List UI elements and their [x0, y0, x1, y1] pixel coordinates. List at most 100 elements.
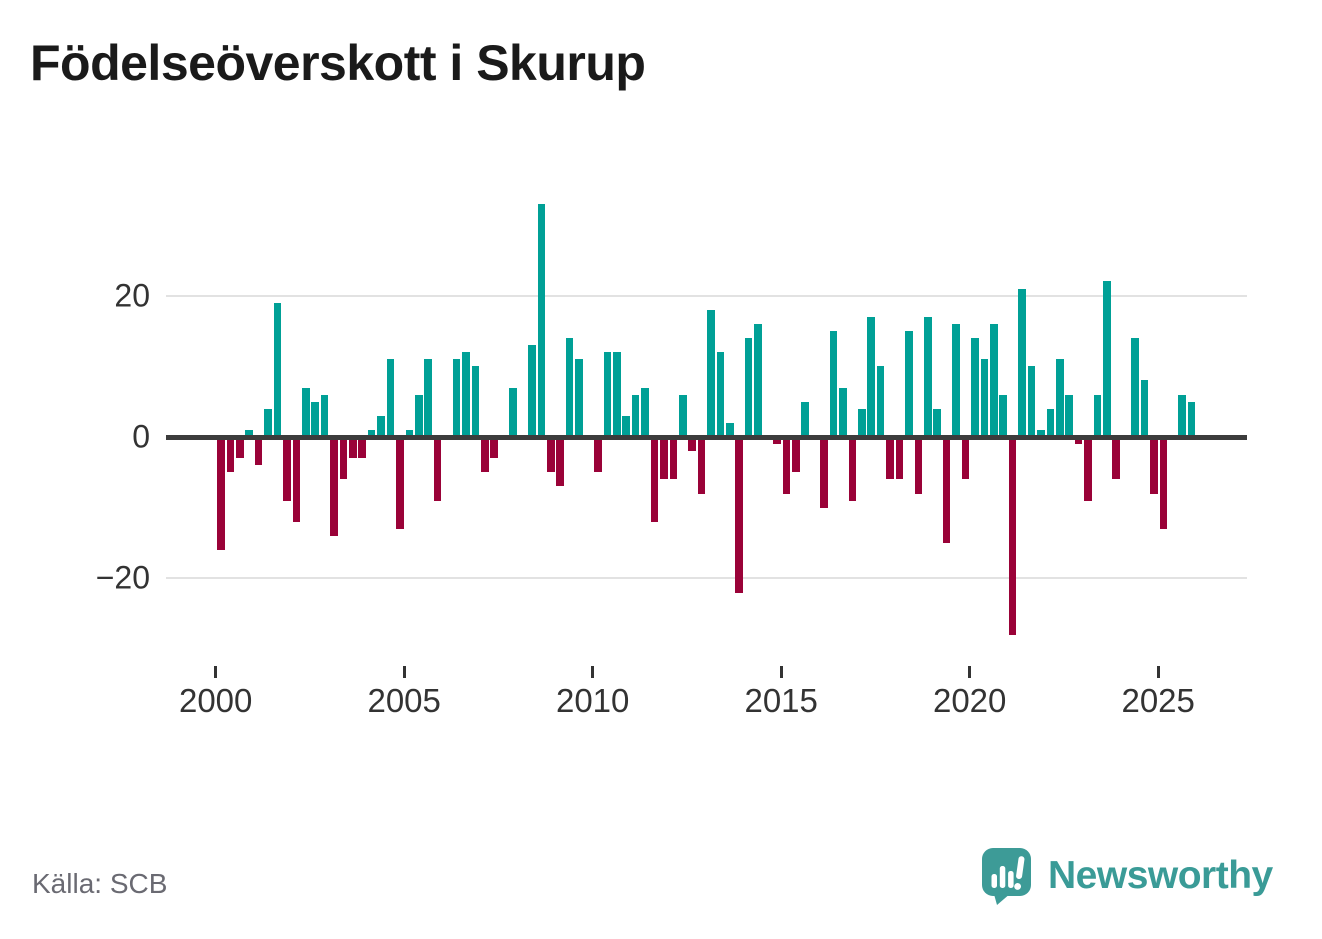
bar-2005-q1	[405, 429, 414, 437]
y-tick-label--20: −20	[95, 559, 150, 596]
bar-2004-q2	[377, 415, 385, 437]
bar-2007-q1	[481, 437, 489, 473]
bar-2001-q4	[283, 437, 291, 501]
bar-2021-q2	[1018, 288, 1026, 437]
bar-2022-q3	[1065, 394, 1073, 437]
chart-title: Födelseöverskott i Skurup	[30, 35, 646, 91]
x-tick-2000	[214, 666, 218, 678]
bar-2010-q3	[612, 352, 621, 437]
x-tick-2025	[1156, 666, 1160, 678]
bar-2018-q1	[895, 437, 904, 480]
bar-2017-q4	[886, 437, 894, 480]
bar-2014-q4	[773, 437, 781, 445]
bar-2005-q4	[433, 437, 442, 501]
bar-2004-q3	[386, 359, 395, 437]
bar-2019-q1	[933, 408, 941, 437]
bar-2002-q3	[311, 401, 319, 437]
bar-2008-q3	[537, 203, 546, 437]
bar-2015-q3	[801, 401, 810, 437]
bar-2003-q4	[358, 437, 367, 459]
bar-2020-q4	[999, 394, 1007, 437]
bar-2009-q1	[556, 437, 564, 487]
bar-2011-q1	[631, 394, 640, 437]
bar-2008-q2	[528, 345, 536, 437]
bar-2016-q1	[820, 437, 828, 508]
bar-2021-q1	[1008, 437, 1017, 635]
bar-2013-q4	[735, 437, 744, 593]
x-tick-label-2020: 2020	[932, 682, 1007, 719]
newsworthy-logo-icon	[982, 848, 1031, 905]
bar-2006-q3	[462, 352, 470, 437]
bar-2023-q4	[1112, 437, 1121, 480]
bar-2019-q4	[961, 437, 970, 480]
bar-2007-q2	[490, 437, 499, 459]
bar-2010-q1	[594, 437, 602, 473]
bar-2012-q1	[669, 437, 678, 480]
bar-2000-q2	[226, 437, 235, 473]
bar-2009-q2	[565, 338, 574, 437]
bar-2016-q3	[839, 387, 847, 437]
bar-2025-q4	[1187, 401, 1196, 437]
bar-2023-q3	[1103, 281, 1111, 437]
bar-2000-q3	[235, 437, 244, 459]
bar-2011-q2	[641, 387, 649, 437]
x-tick-label-2010: 2010	[555, 682, 630, 719]
gridline-y-20	[166, 294, 1247, 297]
bar-2006-q2	[452, 359, 461, 437]
bar-2000-q1	[217, 437, 225, 551]
bar-2017-q2	[867, 316, 876, 437]
bar-2012-q3	[688, 437, 696, 452]
bar-2012-q4	[697, 437, 706, 494]
x-tick-label-2005: 2005	[367, 682, 441, 719]
gridline-y--20	[166, 577, 1247, 580]
y-tick-label-20: 20	[114, 277, 150, 314]
bar-2017-q3	[876, 366, 885, 437]
bar-2003-q3	[349, 437, 357, 459]
bar-2005-q2	[415, 394, 423, 437]
zero-axis-line	[166, 434, 1247, 440]
bar-2024-q2	[1131, 338, 1139, 437]
bar-2006-q4	[471, 366, 480, 437]
bar-2009-q3	[575, 359, 583, 437]
bar-2015-q2	[792, 437, 800, 473]
x-tick-2020	[968, 666, 972, 678]
x-tick-2015	[779, 666, 783, 678]
bar-2002-q4	[320, 394, 329, 437]
x-tick-label-2025: 2025	[1121, 682, 1195, 719]
bar-2022-q4	[1074, 437, 1083, 445]
bar-2010-q2	[603, 352, 612, 437]
bar-2000-q4	[245, 429, 253, 437]
bar-2025-q1	[1159, 437, 1168, 529]
bar-2018-q2	[905, 330, 913, 437]
bar-2020-q2	[980, 359, 989, 437]
bar-2022-q2	[1055, 359, 1064, 437]
bar-2021-q3	[1027, 366, 1036, 437]
bar-2004-q4	[396, 437, 404, 529]
bar-2003-q2	[339, 437, 348, 480]
y-tick-label-0: 0	[132, 418, 150, 455]
bar-2018-q4	[923, 316, 932, 437]
bar-2024-q4	[1150, 437, 1158, 494]
bar-2011-q3	[650, 437, 659, 522]
bar-2019-q3	[952, 323, 960, 437]
bar-2018-q3	[914, 437, 923, 494]
bar-2004-q1	[367, 429, 376, 437]
bar-2005-q3	[424, 359, 433, 437]
source-note: Källa: SCB	[32, 868, 168, 899]
bar-2010-q4	[622, 415, 630, 437]
bar-2013-q2	[716, 352, 725, 437]
bar-2022-q1	[1046, 408, 1055, 437]
bar-2015-q1	[782, 437, 791, 494]
bar-2021-q4	[1037, 429, 1045, 437]
bar-2013-q3	[726, 422, 734, 437]
x-tick-label-2015: 2015	[744, 682, 818, 719]
bar-2001-q3	[273, 302, 282, 437]
bar-2001-q1	[254, 437, 263, 466]
bar-2023-q1	[1084, 437, 1092, 501]
bar-2007-q4	[509, 387, 517, 437]
bar-2020-q3	[989, 323, 998, 437]
bar-2014-q2	[754, 323, 762, 437]
x-tick-2010	[591, 666, 595, 678]
bar-2025-q3	[1178, 394, 1187, 437]
